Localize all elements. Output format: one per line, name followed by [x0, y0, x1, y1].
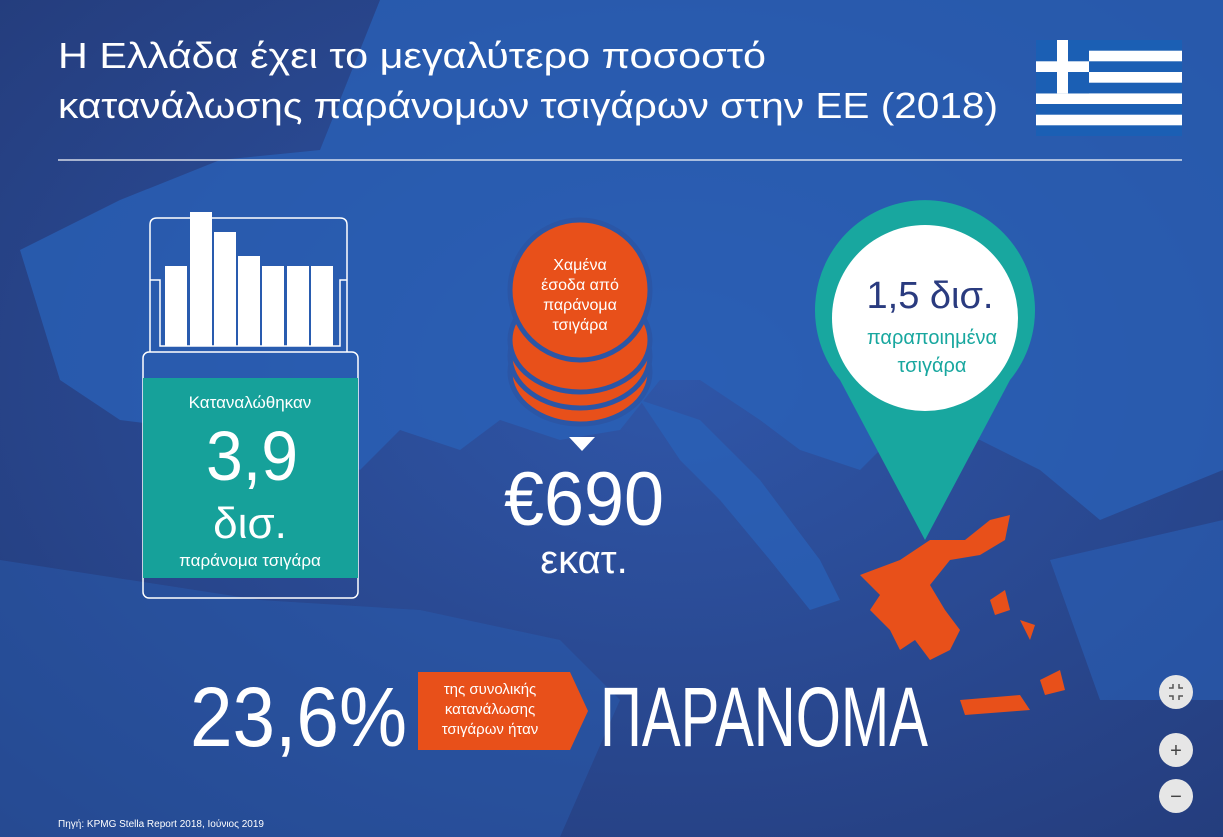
share-arrow-text: κατανάλωσης — [445, 701, 535, 718]
share-word: ΠΑΡΑΝΟΜΑ — [600, 670, 928, 764]
coins-label: τσιγάρα — [552, 317, 607, 334]
pin-caption: τσιγάρα — [898, 355, 967, 377]
source: Πηγή: KPMG Stella Report 2018, Ιούνιος 2… — [58, 818, 264, 830]
title-line: Η Ελλάδα έχει το μεγαλύτερο ποσοστό — [58, 35, 766, 76]
coins-unit: εκατ. — [540, 538, 627, 582]
down-arrow — [569, 437, 595, 451]
title-line: κατανάλωσης παράνομων τσιγάρων στην ΕΕ (… — [58, 85, 998, 126]
coin-stack — [507, 217, 653, 427]
pin-value: 1,5 δισ. — [867, 275, 994, 317]
greek-flag — [1036, 40, 1182, 136]
pack-label: Καταναλώθηκαν — [189, 393, 312, 412]
pack-value: 3,9 — [206, 417, 298, 495]
cigarette-pack — [142, 212, 359, 599]
coins-label: Χαμένα — [553, 257, 607, 274]
zoom-in-button[interactable]: + — [1159, 733, 1193, 767]
coins-label: παράνομα — [543, 297, 617, 314]
pack-caption: παράνομα τσιγάρα — [179, 551, 321, 570]
pin-inner — [832, 225, 1018, 411]
share-arrow-text: της συνολικής — [444, 681, 537, 698]
share-arrow-text: τσιγάρων ήταν — [442, 721, 539, 738]
share-value: 23,6% — [190, 670, 407, 764]
zoom-out-button[interactable]: − — [1159, 779, 1193, 813]
greece-map — [860, 515, 1065, 715]
coins-value: €690 — [504, 457, 664, 542]
pack-unit: δισ. — [213, 499, 287, 548]
share-arrow — [418, 672, 588, 750]
pin-caption: παραποιημένα — [867, 327, 997, 349]
coins-label: έσοδα από — [541, 277, 619, 294]
fit-button[interactable] — [1159, 675, 1193, 709]
zoom-out-label[interactable]: − — [1170, 786, 1182, 808]
zoom-in-label[interactable]: + — [1170, 740, 1182, 762]
